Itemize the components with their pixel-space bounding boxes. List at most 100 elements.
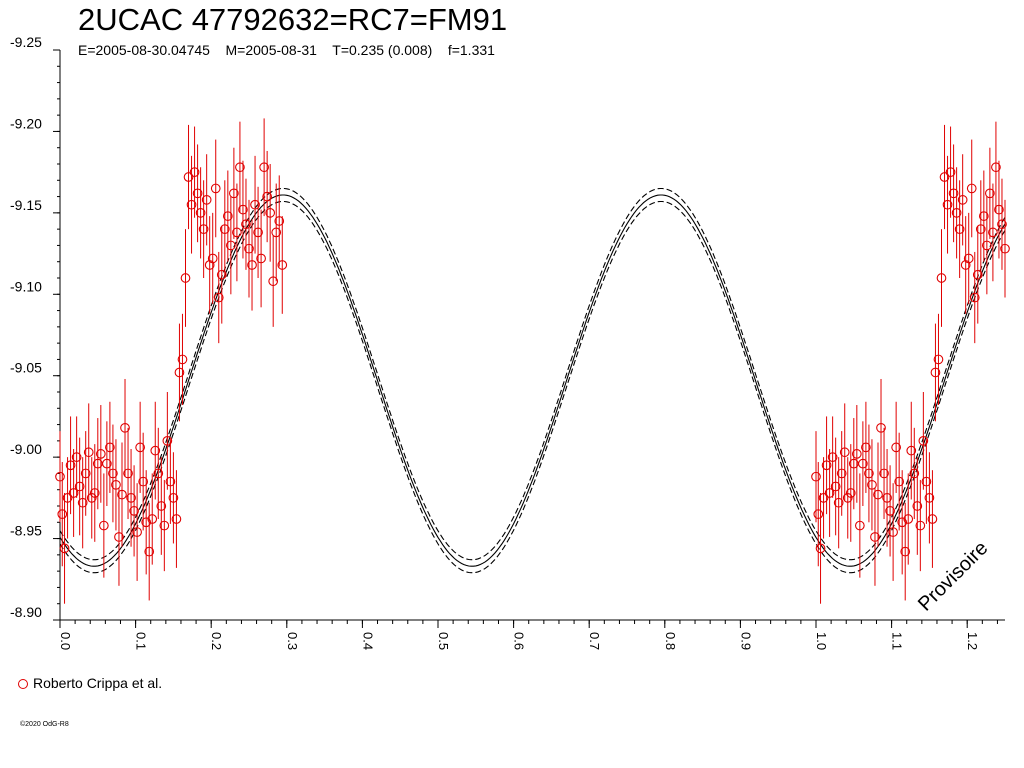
data-point [873,489,883,500]
data-point [117,489,127,500]
data-point [135,442,145,453]
data-point [963,253,974,264]
data-point [969,292,980,303]
x-tick-label: 0.8 [663,632,678,650]
data-point [198,224,209,234]
data-point [960,260,971,270]
data-point [1000,243,1010,254]
x-tick-label: 0.0 [58,632,73,650]
data-point [900,546,911,557]
y-tick-label: -9.15 [10,197,42,213]
y-tick-label: -8.95 [10,523,42,539]
data-point [824,488,835,498]
legend-label: Roberto Crippa et al. [33,675,163,691]
x-tick-label: 0.4 [360,632,375,650]
data-point [858,458,868,469]
data-point [930,367,941,378]
data-point [265,208,276,218]
data-point [111,479,121,490]
chart-axes: -9.25 -9.20 -9.15 -9.10 -9.05 -9.00 -8.95 -8.90… [10,34,1005,650]
data-point [833,497,844,508]
data-point [271,227,282,238]
data-point [126,493,136,503]
data-point [186,199,197,210]
data-point [988,227,998,238]
data-point [83,447,94,458]
data-point [936,273,947,283]
data-point [141,517,152,528]
data-point [811,471,821,482]
x-tick-label: 0.3 [285,632,300,650]
x-tick-label: 1.0 [814,632,829,650]
data-point [162,436,173,446]
data-point [836,468,847,479]
data-point [939,172,950,182]
data-point [897,517,908,528]
data-point [945,167,956,177]
data-point [256,253,266,264]
data-point [982,240,992,251]
data-point [207,253,218,264]
data-point [222,211,233,221]
x-tick-label: 0.6 [512,632,527,650]
data-point [927,514,938,524]
data-point [74,481,85,492]
data-point [180,273,191,283]
data-point [86,493,97,503]
data-point [903,514,914,524]
data-point [238,204,248,215]
data-point [189,167,200,177]
data-point [204,260,215,270]
data-point [948,188,959,199]
data-point [942,199,953,210]
chart-subtitle: E=2005-08-30.04745 M=2005-08-31 T=0.235 … [78,42,495,58]
data-point [957,194,968,205]
data-point [147,514,158,524]
data-point [912,501,923,511]
data-point [108,468,118,479]
data-point [972,269,983,280]
data-point [870,532,880,542]
data-point [177,354,188,365]
y-tick-label: -9.20 [10,115,42,131]
data-point [171,514,182,524]
data-point [994,204,1004,215]
data-point [168,493,179,503]
data-point [95,449,106,459]
data-point [933,354,944,365]
data-point [274,216,285,226]
data-point [839,447,850,458]
data-point [966,183,977,194]
data-point [262,191,272,202]
data-point [867,479,877,490]
y-tick-label: -9.10 [10,278,42,294]
data-point [861,442,871,453]
data-point [226,240,236,251]
data-point [195,208,206,218]
data-point [978,211,989,221]
data-point [229,188,239,199]
data-point [842,493,853,503]
x-tick-label: 1.2 [965,632,980,650]
data-point [165,476,176,487]
data-point [80,468,91,479]
data-point [827,452,838,462]
legend: Roberto Crippa et al. [18,675,162,691]
data-point [906,445,917,456]
data-point [975,224,986,234]
model-curves [59,187,1006,574]
x-tick-label: 0.7 [587,632,602,650]
data-point [879,468,889,479]
data-point [120,422,130,433]
y-tick-label: -8.90 [10,604,42,620]
data-point [210,183,221,194]
data-point [129,506,139,516]
data-point [845,488,856,498]
data-point [888,527,898,537]
data-point [150,445,161,456]
legend-marker-icon [18,679,28,689]
data-point [105,442,115,453]
data-point [813,509,824,519]
data-point [216,269,227,280]
x-tick-label: 1.1 [890,632,905,650]
